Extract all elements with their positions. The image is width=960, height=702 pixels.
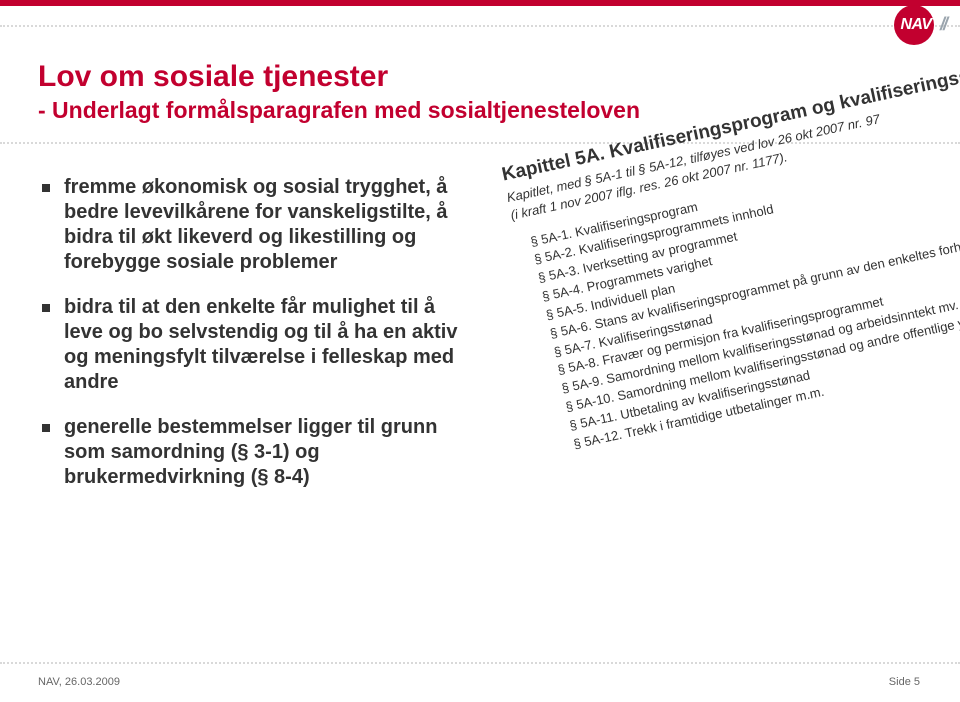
footer-right: Side 5 xyxy=(889,676,920,688)
bullet-item: bidra til at den enkelte får mulighet ti… xyxy=(42,295,472,395)
nav-logo-text: NAV xyxy=(900,16,931,34)
slide: NAV // Lov om sosiale tjenester - Underl… xyxy=(0,0,960,702)
footer-left: NAV, 26.03.2009 xyxy=(38,676,120,688)
nav-logo-slashes: // xyxy=(940,14,946,35)
footer-dotted-rule xyxy=(0,662,960,664)
nav-logo: NAV // xyxy=(894,8,946,42)
bullet-item: generelle bestemmelser ligger til grunn … xyxy=(42,415,472,490)
bullet-list: fremme økonomisk og sosial trygghet, å b… xyxy=(42,175,472,510)
top-dotted-rule xyxy=(0,25,960,27)
page-title: Lov om sosiale tjenester xyxy=(38,60,920,95)
top-accent-bar xyxy=(0,0,960,6)
bullet-item: fremme økonomisk og sosial trygghet, å b… xyxy=(42,175,472,275)
